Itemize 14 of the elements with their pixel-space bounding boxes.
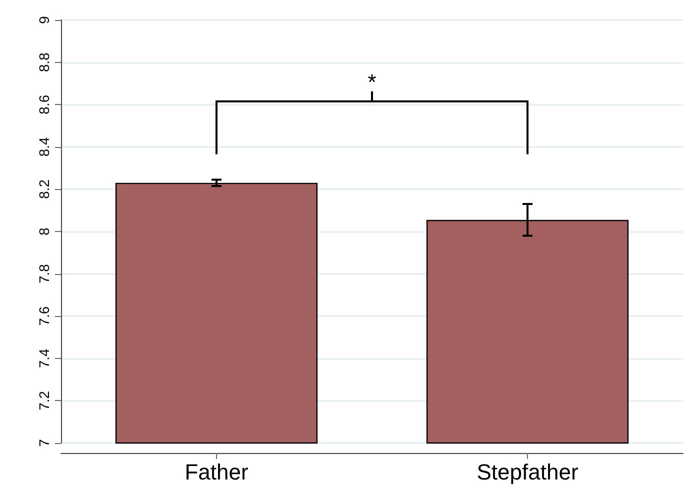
- y-tick-label: 8.2: [36, 179, 52, 199]
- y-tick-label: 7.2: [36, 390, 52, 410]
- y-tick-label: 8.4: [36, 136, 52, 157]
- y-tick-label: 8.6: [36, 94, 52, 114]
- annotation: *: [368, 69, 377, 94]
- y-tick-label: 7.6: [36, 306, 52, 326]
- x-tick-label: Stepfather: [476, 460, 578, 484]
- y-tick-label: 7: [36, 438, 52, 447]
- y-tick-label: 7.8: [36, 264, 52, 284]
- y-tick-label: 7.4: [36, 348, 52, 368]
- y-tick-label: 8: [36, 227, 52, 236]
- y-tick-label: 9: [36, 16, 52, 24]
- y-tick-label: 8.8: [36, 52, 52, 72]
- x-tick-label: Father: [184, 460, 248, 484]
